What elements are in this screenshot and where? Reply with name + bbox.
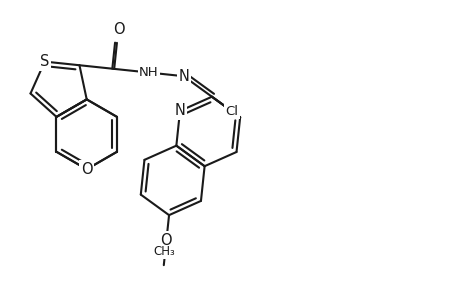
Text: Cl: Cl <box>225 105 238 118</box>
Text: O: O <box>81 162 92 177</box>
Text: CH₃: CH₃ <box>152 245 174 258</box>
Text: O: O <box>160 232 172 247</box>
Text: O: O <box>113 22 125 38</box>
Text: NH: NH <box>139 66 158 79</box>
Text: N: N <box>174 103 185 118</box>
Text: S: S <box>40 54 49 69</box>
Text: N: N <box>178 69 189 84</box>
